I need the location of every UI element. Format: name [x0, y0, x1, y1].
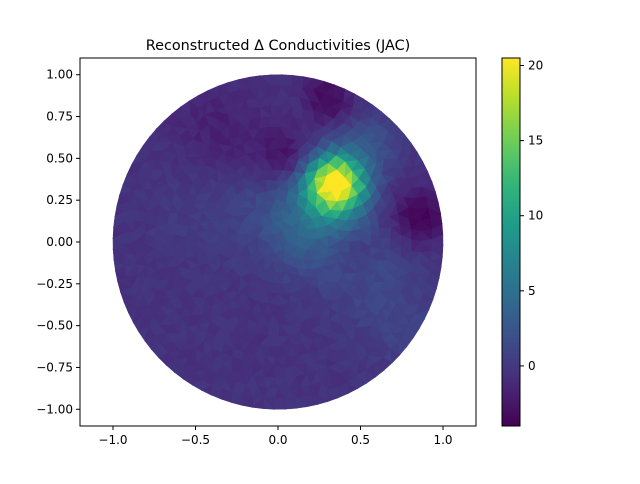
conductivity-mesh: [112, 74, 444, 410]
colorbar-tick-label: 5: [528, 284, 536, 298]
x-axis: −1.0 −0.5 0.0 0.5 1.0: [98, 426, 453, 447]
y-tick-label: 0.75: [46, 110, 73, 124]
mesh-element: [430, 234, 444, 247]
mesh-element: [339, 239, 351, 253]
mesh-element: [327, 235, 342, 247]
colorbar: [502, 58, 520, 426]
colorbar-tick-label: 0: [528, 359, 536, 373]
y-tick-label: −0.75: [36, 360, 73, 374]
mesh-element: [411, 239, 422, 252]
mesh-element: [296, 235, 309, 247]
y-tick-label: −0.25: [36, 277, 73, 291]
y-tick-label: 0.25: [46, 193, 73, 207]
x-tick-label: 1.0: [433, 433, 452, 447]
y-tick-label: 0.50: [46, 151, 73, 165]
x-tick-label: 0.0: [268, 433, 287, 447]
colorbar-axis: 0 5 10 15 20: [520, 59, 543, 373]
mesh-element: [400, 234, 413, 247]
colorbar-tick-label: 20: [528, 59, 543, 73]
y-tick-label: −0.50: [36, 319, 73, 333]
y-tick-label: 0.00: [46, 235, 73, 249]
y-axis: 1.00 0.75 0.50 0.25 0.00 −0.25 −0.50 −0.75 −1.00: [36, 68, 80, 416]
colorbar-tick-label: 10: [528, 209, 543, 223]
y-tick-label: −1.00: [36, 402, 73, 416]
mesh-element: [306, 238, 320, 251]
mesh-element: [379, 238, 392, 251]
colorbar-frame: [501, 57, 521, 427]
mesh-element: [370, 234, 381, 248]
x-tick-label: −0.5: [181, 433, 210, 447]
x-tick-label: 0.5: [351, 433, 370, 447]
y-tick-label: 1.00: [46, 68, 73, 82]
x-tick-label: −1.0: [98, 433, 127, 447]
chart-title: Reconstructed Δ Conductivities (JAC): [146, 38, 410, 54]
colorbar-tick-label: 15: [528, 134, 543, 148]
